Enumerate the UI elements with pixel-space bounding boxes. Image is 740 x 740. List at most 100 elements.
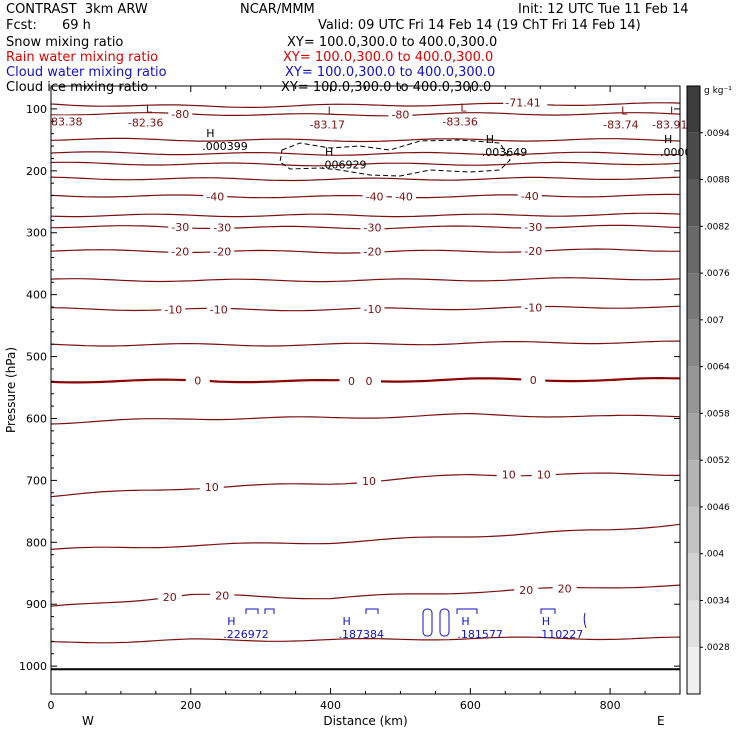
low-marker-6: L: [670, 104, 677, 117]
high-label-1: .006929: [321, 159, 367, 172]
high-label-4: .226972: [223, 628, 269, 641]
cloud-water-segment-0: [245, 608, 259, 614]
contour-label-9-2: -20: [364, 246, 382, 259]
high-marker-6: H: [461, 615, 469, 628]
cloud-water-cell-1: [439, 608, 450, 637]
colorbar-swatch-12: [687, 647, 700, 694]
west-label: W: [82, 714, 94, 728]
low-label-4: -71.41: [505, 97, 540, 110]
low-label-bg-3: [440, 115, 485, 128]
low-label-2: -83.17: [310, 118, 345, 131]
contour-label-bg-17-2: [514, 583, 539, 596]
x-tick-label-200: 200: [180, 699, 201, 712]
low-label-bg-6: [650, 118, 695, 131]
contour-label-bg-13-3: [521, 373, 546, 386]
contour-label-17-0: 20: [163, 591, 177, 604]
colorbar-tick-label-0: .0094: [704, 129, 730, 139]
colorbar-swatch-8: [687, 460, 700, 507]
colorbar-swatch-1: [687, 132, 700, 180]
x-tick-label-800: 800: [600, 699, 621, 712]
high-marker-7: H: [542, 615, 550, 628]
fcst-label: Fcst:: [6, 18, 37, 33]
contour-label-bg-1-1: [388, 108, 413, 121]
colorbar-tick-label-1: .0088: [704, 176, 730, 186]
high-marker-2: H: [486, 133, 494, 146]
contour-label-bg-11-2: [360, 303, 385, 316]
contour-label-8-1: -30: [213, 221, 231, 234]
low-label-0: 83.38: [51, 115, 83, 128]
contour-labels: -80 -80 -40 -40 -40 -40 -30 -30 -30 -30 -20 -20 -20 -…: [49, 96, 699, 641]
y-tick-label-500: 500: [26, 351, 47, 364]
high-marker-5: H: [343, 615, 351, 628]
high-marker-4: H: [227, 615, 235, 628]
colorbar-swatch-9: [687, 506, 700, 554]
contour-label-bg-8-2: [360, 221, 385, 234]
contour-label-17-3: 20: [558, 582, 572, 595]
low-marker-3: L: [460, 101, 467, 114]
colorbar-tick-label-9: .004: [704, 550, 724, 560]
contour-label-11-2: -10: [364, 303, 382, 316]
contour-label-13-3: 0: [530, 374, 537, 387]
contour-line-7: [50, 212, 681, 218]
contour-line-16: [50, 523, 681, 550]
low-label-3: -83.36: [442, 115, 477, 128]
colorbar-swatch-11: [687, 600, 700, 648]
contour-label-9-3: -20: [524, 245, 542, 258]
high-label-6: .181577: [457, 628, 503, 641]
y-tick-label-700: 700: [26, 474, 47, 487]
colorbar-swatch-6: [687, 366, 700, 414]
colorbar-swatch-4: [687, 273, 700, 320]
high-label-2: .003649: [482, 146, 528, 159]
low-marker-2: L: [328, 104, 335, 117]
contour-label-6-2: -40: [395, 191, 413, 204]
colorbar-tick-label-5: .0064: [704, 363, 730, 373]
colorbar-tick-label-8: .0046: [704, 503, 730, 513]
contour-label-6-3: -40: [521, 190, 539, 203]
contour-label-bg-13-2: [356, 374, 381, 387]
low-label-bg-0: [49, 115, 93, 128]
contour-label-15-2: 10: [502, 469, 516, 482]
contour-label-8-2: -30: [364, 222, 382, 235]
cloud-water-arc: [583, 612, 587, 629]
contour-line-14: [50, 412, 681, 425]
colorbar-swatch-2: [687, 179, 700, 227]
contour-label-bg-15-0: [199, 481, 224, 494]
contour-label-bg-9-2: [360, 245, 385, 258]
y-tick-label-1000: 1000: [19, 660, 47, 673]
contour-label-bg-9-3: [521, 244, 546, 257]
field-name-cloud-ice: Cloud ice mixing ratio: [6, 80, 149, 95]
low-label-bg-4: [503, 96, 548, 109]
contour-line-2: [50, 137, 681, 143]
colorbar-tick-label-4: .007: [704, 316, 724, 326]
contour-label-11-1: -10: [210, 304, 228, 317]
y-tick-label-100: 100: [26, 103, 47, 116]
cloud-water-contours: [245, 608, 587, 637]
low-label-1: -82.36: [128, 117, 163, 130]
colorbar-unit: g kg⁻¹: [704, 86, 732, 96]
contour-label-bg-1-0: [168, 107, 193, 120]
high-marker-0: H: [206, 127, 214, 140]
low-label-bg-2: [307, 118, 352, 131]
colorbar-tick-label-10: .0034: [704, 596, 730, 606]
field-name-cloud-water: Cloud water mixing ratio: [6, 65, 167, 80]
y-axis-label: Pressure (hPa): [4, 347, 18, 433]
east-label: E: [657, 714, 665, 728]
contour-label-1-0: -80: [171, 108, 189, 121]
low-label-5: -83.74: [603, 118, 638, 131]
contour-label-1-1: -80: [391, 108, 409, 121]
contour-label-bg-13-0: [185, 374, 210, 387]
contour-label-bg-8-0: [168, 221, 193, 234]
contour-label-17-2: 20: [519, 584, 533, 597]
high-label-0: .000399: [202, 140, 248, 153]
high-label-5: .187384: [339, 628, 385, 641]
contour-label-13-0: 0: [194, 375, 201, 388]
low-label-6: -83.91: [652, 118, 687, 131]
high-marker-3: H: [664, 133, 672, 146]
cloud-water-segment-4: [540, 608, 556, 614]
contour-label-8-3: -30: [524, 221, 542, 234]
contour-label-bg-6-1: [362, 190, 387, 203]
contour-label-8-0: -30: [171, 221, 189, 234]
contour-label-6-0: -40: [206, 190, 224, 203]
contour-label-bg-17-3: [552, 582, 577, 595]
